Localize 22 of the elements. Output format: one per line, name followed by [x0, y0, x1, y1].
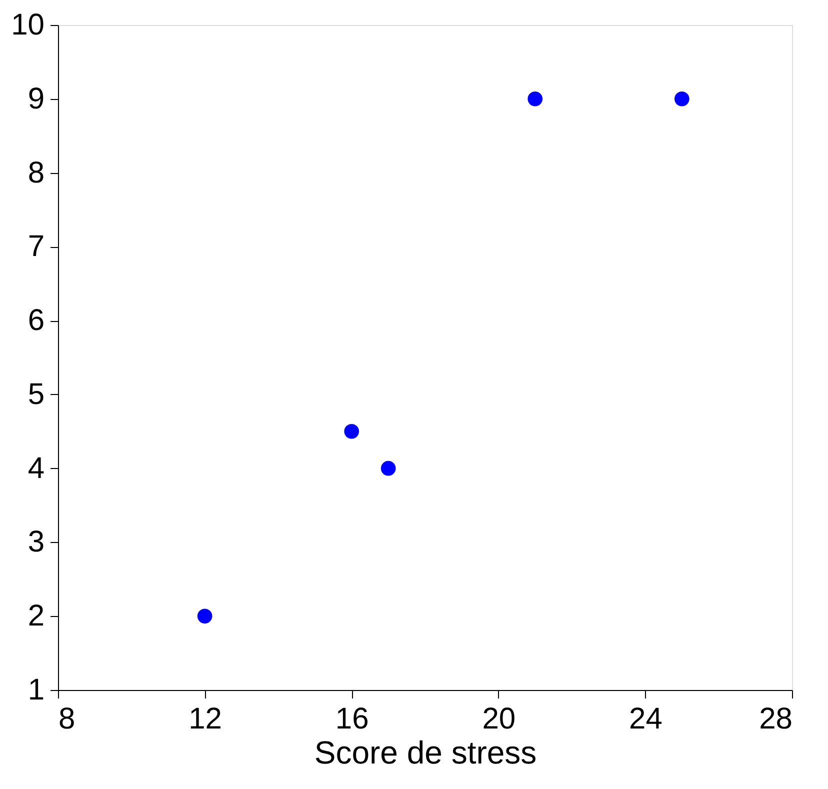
x-tick-label: 8: [58, 702, 76, 736]
x-axis-title: Score de stress: [314, 734, 537, 770]
x-tick-label: 20: [482, 702, 516, 736]
point: [674, 91, 690, 106]
y-tick-label: 10: [11, 8, 44, 42]
x-tick-label: 16: [335, 702, 369, 736]
y-tick-label: 5: [28, 378, 44, 411]
point: [197, 608, 212, 624]
point: [380, 460, 396, 476]
y-tick-label: 8: [28, 156, 44, 190]
x-tick-label: 24: [629, 702, 662, 736]
y-tick-label: 2: [28, 600, 44, 633]
point: [344, 424, 360, 439]
y-tick-label: 6: [28, 304, 44, 338]
y-tick-label: 9: [28, 82, 44, 116]
x-tick-label: 28: [759, 702, 792, 736]
y-tick-label: 3: [28, 526, 44, 559]
x-tick-label: 12: [188, 702, 222, 736]
point: [528, 91, 543, 106]
y-tick-label: 1: [28, 674, 44, 706]
y-tick-label: 7: [28, 230, 44, 264]
y-tick-label: 4: [28, 452, 44, 485]
